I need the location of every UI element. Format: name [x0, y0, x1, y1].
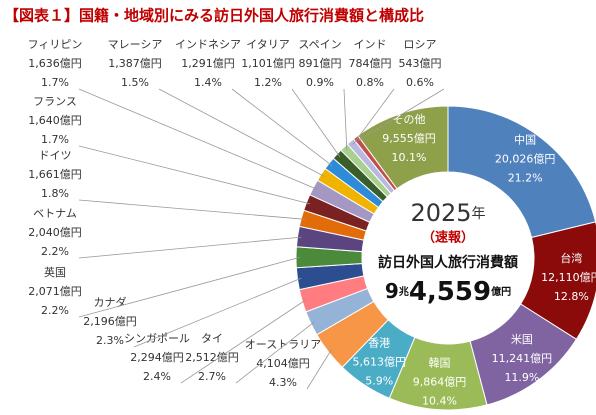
value-label: 5,613億円: [352, 355, 406, 368]
leader-line: [78, 256, 301, 318]
category-label: フランス: [33, 95, 77, 108]
total-rest: 4,559: [409, 277, 491, 307]
center-year: 2025年: [410, 199, 485, 227]
value-label: 1,387億円: [108, 57, 162, 70]
category-label: イタリア: [246, 38, 290, 51]
value-label: 1,101億円: [241, 57, 295, 70]
share-label: 1.5%: [121, 76, 149, 89]
year: 2025: [410, 199, 471, 227]
leader-line: [78, 145, 311, 205]
leader-line: [352, 88, 395, 145]
value-label: 1,661億円: [28, 168, 82, 181]
category-label: フィリピン: [28, 38, 83, 51]
share-label: 1.7%: [41, 76, 69, 89]
leader-line: [158, 88, 325, 177]
category-label: スペイン: [298, 38, 341, 51]
share-label: 2.4%: [143, 370, 171, 383]
category-label: ロシア: [404, 38, 437, 51]
share-label: 4.3%: [269, 376, 297, 389]
share-label: 21.2%: [508, 172, 543, 185]
center-caption: 訪日外国人旅行消費額: [378, 254, 518, 271]
value-label: 12,110億円: [541, 271, 596, 284]
category-label: インドネシア: [175, 38, 241, 51]
leader-line: [357, 88, 445, 141]
value-label: 784億円: [349, 57, 392, 70]
value-label: 1,640億円: [28, 114, 82, 127]
leader-line: [306, 349, 332, 390]
category-label: 中国: [514, 134, 536, 147]
value-label: 9,864億円: [413, 376, 467, 389]
category-label: カナダ: [94, 295, 127, 309]
value-label: 20,026億円: [495, 153, 556, 166]
value-label: 1,636億円: [28, 57, 82, 70]
chart-title: 【図表１】国籍・地域別にみる訪日外国人旅行消費額と構成比: [4, 7, 424, 25]
value-label: 2,040億円: [28, 226, 82, 239]
share-label: 0.9%: [306, 76, 334, 89]
category-label: 韓国: [428, 357, 450, 370]
leader-line: [291, 88, 341, 158]
rest-unit: 億円: [491, 285, 511, 298]
leader-line: [78, 199, 306, 220]
category-label: ベトナム: [33, 207, 77, 220]
value-label: 11,241億円: [492, 352, 553, 365]
share-label: 1.2%: [254, 76, 282, 89]
share-label: 12.8%: [554, 290, 589, 303]
leader-line: [231, 88, 333, 167]
category-label: 台湾: [560, 251, 582, 265]
value-label: 2,294億円: [130, 351, 184, 364]
value-label: 9,555億円: [382, 132, 436, 145]
leader-line: [180, 299, 307, 384]
share-label: 10.4%: [422, 395, 457, 408]
value-label: 2,071億円: [28, 285, 82, 298]
total-trillion: 9: [385, 279, 399, 303]
category-label: ドイツ: [39, 149, 72, 162]
leader-line: [78, 236, 302, 259]
category-label: タイ: [201, 332, 223, 345]
share-label: 5.9%: [365, 374, 393, 387]
category-label: その他: [392, 113, 425, 126]
pie-slice: [447, 105, 596, 239]
center-note: （速報）: [422, 230, 474, 246]
share-label: 10.1%: [392, 151, 427, 164]
value-label: 543億円: [399, 57, 442, 70]
share-label: 0.6%: [406, 76, 434, 89]
value-label: 1,291億円: [181, 57, 235, 70]
share-label: 2.2%: [41, 245, 69, 258]
share-label: 0.8%: [356, 76, 384, 89]
value-label: 4,104億円: [256, 357, 310, 370]
share-label: 2.7%: [198, 370, 226, 383]
category-label: シンガポール: [124, 332, 190, 345]
share-label: 1.4%: [194, 76, 222, 89]
center-total: 9兆4,559億円: [385, 277, 511, 307]
year-unit: 年: [472, 206, 486, 222]
leader-line: [133, 277, 302, 348]
share-label: 1.7%: [41, 133, 69, 146]
value-label: 2,512億円: [185, 351, 239, 364]
category-label: オーストラリア: [245, 338, 321, 351]
leader-line: [78, 88, 318, 190]
leader-line: [343, 88, 348, 150]
value-label: 891億円: [299, 57, 342, 70]
share-label: 2.3%: [96, 334, 124, 347]
share-label: 11.9%: [504, 371, 539, 384]
value-label: 2,196億円: [83, 315, 137, 328]
share-label: 2.2%: [41, 304, 69, 317]
category-label: マレーシア: [108, 38, 163, 51]
share-label: 1.8%: [41, 187, 69, 200]
category-label: 香港: [368, 336, 390, 349]
category-label: インド: [354, 38, 387, 51]
leader-line: [235, 321, 315, 384]
category-label: 米国: [511, 333, 533, 346]
trillion-unit: 兆: [399, 285, 409, 298]
category-label: 英国: [44, 265, 66, 279]
